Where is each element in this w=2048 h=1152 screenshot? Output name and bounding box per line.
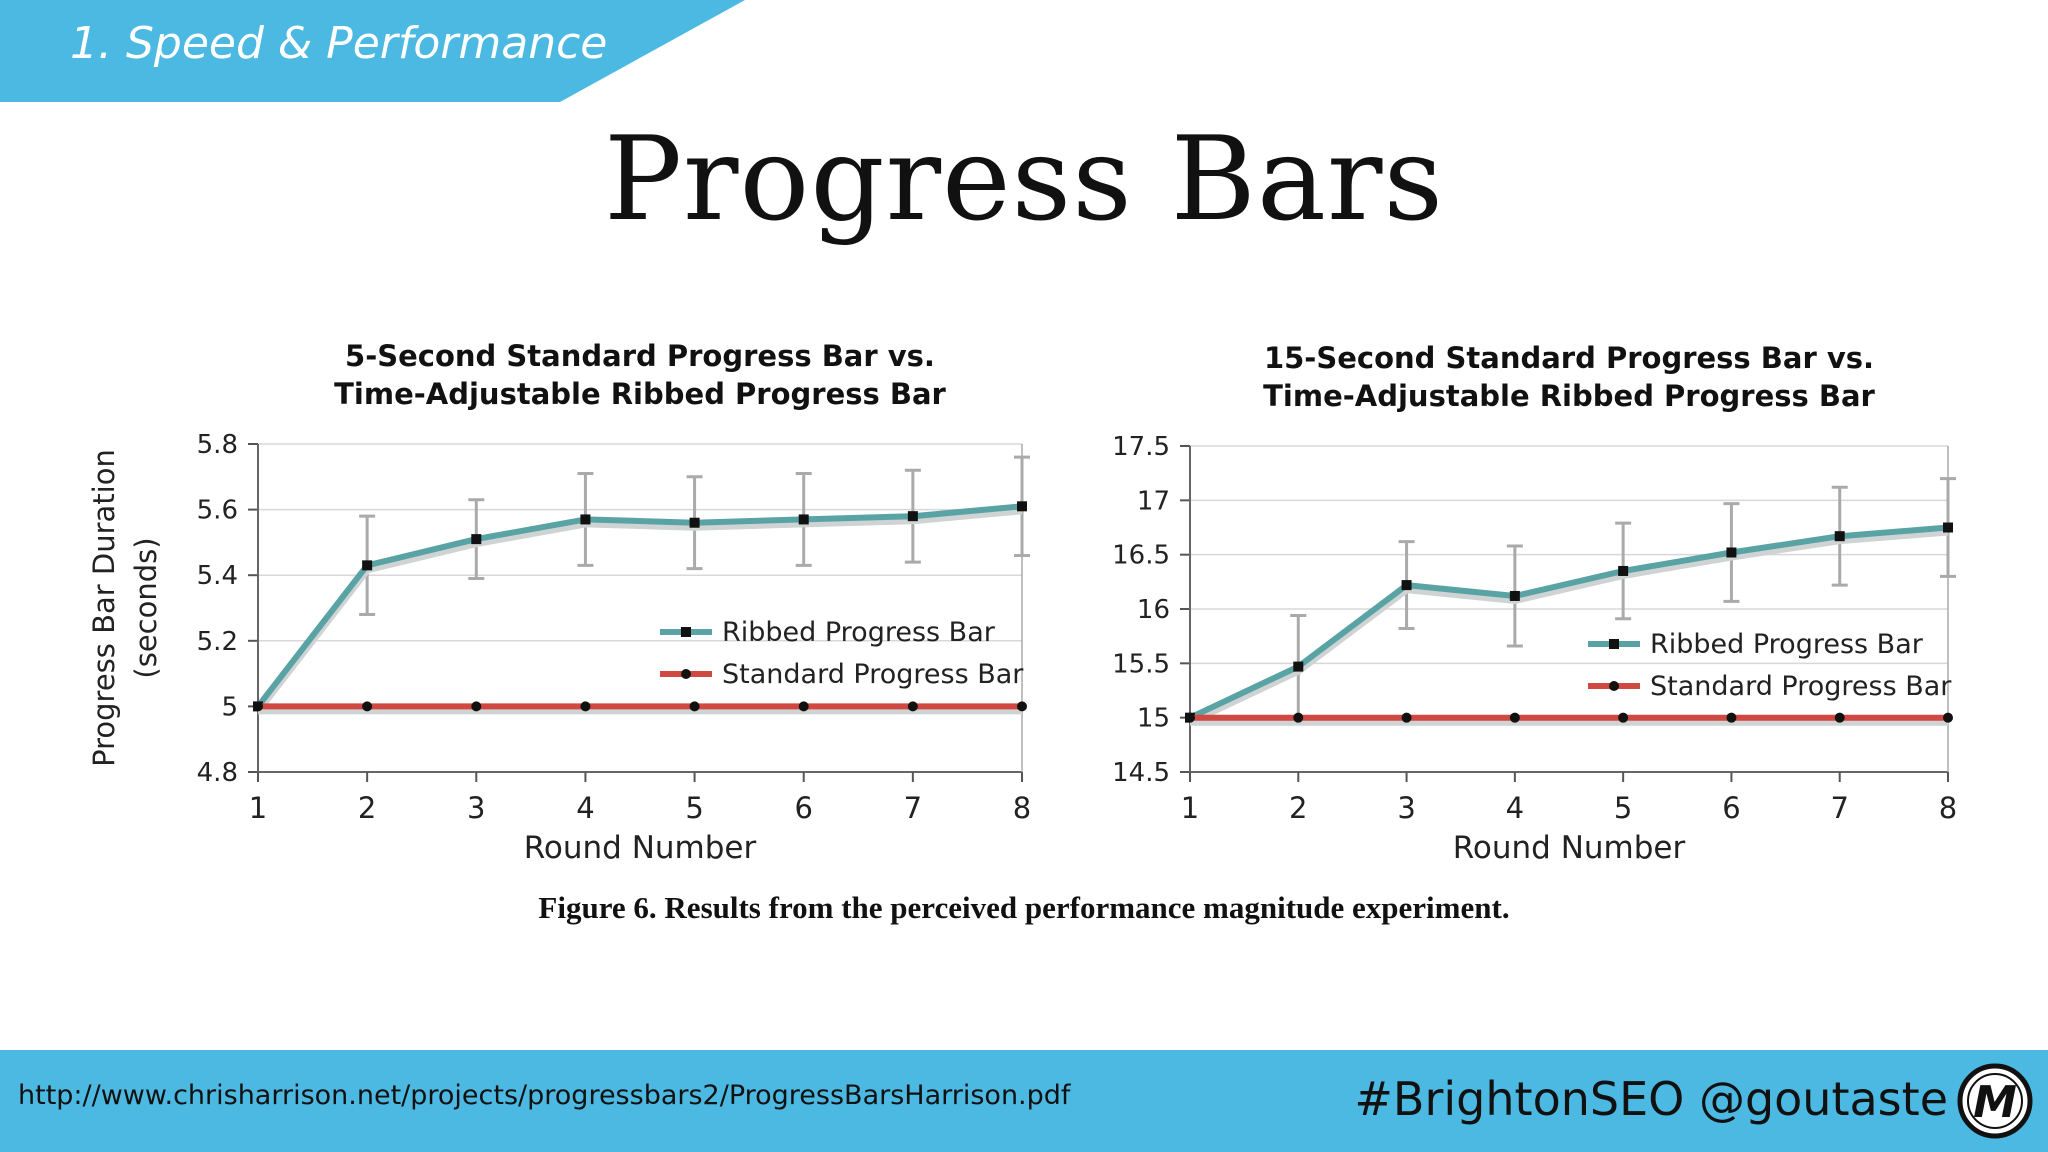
y-tick-label: 5.8 xyxy=(197,430,238,460)
source-link[interactable]: http://www.chrisharrison.net/projects/pr… xyxy=(18,1080,1071,1111)
y-tick-label: 16 xyxy=(1137,595,1170,625)
data-point xyxy=(1726,712,1737,723)
chart-subtitle: Time-Adjustable Ribbed Progress Bar xyxy=(334,377,946,411)
figure-caption: Figure 6. Results from the perceived per… xyxy=(538,890,1510,925)
y-tick-label: 16.5 xyxy=(1112,541,1170,571)
footer-hashtags: #BrightonSEO @goutaste xyxy=(1354,1072,1948,1126)
section-banner xyxy=(0,0,745,102)
data-point xyxy=(580,514,591,525)
y-tick-label: 5 xyxy=(221,692,238,722)
y-axis-label-units: (seconds) xyxy=(129,537,163,678)
x-tick-label: 3 xyxy=(467,791,485,825)
legend-marker xyxy=(681,627,691,637)
data-point xyxy=(1834,712,1845,723)
x-tick-label: 4 xyxy=(1506,791,1524,825)
chart-subtitle: Time-Adjustable Ribbed Progress Bar xyxy=(1263,379,1875,413)
x-axis-label: Round Number xyxy=(524,830,757,866)
data-point xyxy=(1509,590,1520,601)
x-tick-label: 7 xyxy=(1830,791,1848,825)
y-tick-label: 5.4 xyxy=(197,561,238,591)
data-point xyxy=(689,517,700,528)
x-tick-label: 8 xyxy=(1939,791,1957,825)
data-point xyxy=(1509,712,1520,723)
legend-label: Standard Progress Bar xyxy=(722,659,1024,690)
data-point xyxy=(1618,565,1629,576)
data-point xyxy=(362,560,373,571)
data-point xyxy=(907,511,918,522)
data-point xyxy=(580,701,591,712)
chart-area: 5-Second Standard Progress Bar vs. Time-A… xyxy=(87,339,1957,866)
x-axis-label: Round Number xyxy=(1453,830,1686,866)
data-point xyxy=(1017,501,1027,512)
x-tick-label: 7 xyxy=(904,791,922,825)
y-tick-label: 15.5 xyxy=(1112,649,1170,679)
series-line xyxy=(255,503,1023,709)
data-point xyxy=(1017,701,1027,712)
x-tick-label: 2 xyxy=(1289,791,1307,825)
x-tick-label: 2 xyxy=(358,791,376,825)
brand-logo-icon: M xyxy=(1957,1063,2033,1139)
data-point xyxy=(253,701,263,712)
data-point xyxy=(798,514,809,525)
brand-logo-letter: M xyxy=(1973,1077,2017,1128)
data-point xyxy=(1943,522,1953,533)
x-tick-label: 1 xyxy=(249,791,267,825)
data-point xyxy=(471,701,482,712)
y-tick-label: 4.8 xyxy=(197,758,238,788)
data-point xyxy=(689,701,700,712)
data-point xyxy=(362,701,373,712)
x-tick-label: 4 xyxy=(576,791,594,825)
legend-marker xyxy=(681,669,691,679)
data-point xyxy=(798,701,809,712)
y-tick-label: 14.5 xyxy=(1112,758,1170,788)
x-tick-label: 1 xyxy=(1181,791,1199,825)
y-tick-label: 5.6 xyxy=(197,496,238,526)
x-tick-label: 8 xyxy=(1013,791,1031,825)
data-point xyxy=(1185,712,1195,723)
data-point xyxy=(1726,547,1737,558)
x-tick-label: 6 xyxy=(1722,791,1740,825)
legend-marker xyxy=(1609,681,1619,691)
y-tick-label: 15 xyxy=(1137,704,1170,734)
series-line-shadow xyxy=(254,506,1023,713)
x-tick-label: 3 xyxy=(1397,791,1415,825)
data-point xyxy=(1293,661,1304,672)
data-point xyxy=(1293,712,1304,723)
slide-title: Progress Bars xyxy=(603,112,1444,247)
footer-bar: http://www.chrisharrison.net/projects/pr… xyxy=(0,1050,2048,1152)
series-line-shadow xyxy=(1188,527,1949,726)
chart-title: 15-Second Standard Progress Bar vs. xyxy=(1264,341,1874,375)
data-point xyxy=(1401,580,1412,591)
data-point xyxy=(1943,712,1953,723)
x-tick-label: 5 xyxy=(685,791,703,825)
data-point xyxy=(1834,531,1845,542)
x-tick-label: 6 xyxy=(794,791,812,825)
data-point xyxy=(907,701,918,712)
legend-label: Ribbed Progress Bar xyxy=(722,617,996,648)
legend-marker xyxy=(1609,639,1619,649)
x-tick-label: 5 xyxy=(1614,791,1632,825)
y-tick-label: 5.2 xyxy=(197,627,238,657)
legend-label: Ribbed Progress Bar xyxy=(1650,629,1924,660)
data-point xyxy=(471,534,482,545)
series-line xyxy=(1188,524,1949,721)
data-point xyxy=(1401,712,1412,723)
y-axis-label: Progress Bar Duration xyxy=(87,449,121,767)
legend-label: Standard Progress Bar xyxy=(1650,671,1952,702)
section-label: 1. Speed & Performance xyxy=(70,18,608,69)
chart-title: 5-Second Standard Progress Bar vs. xyxy=(345,339,935,373)
data-point xyxy=(1618,712,1629,723)
y-tick-label: 17.5 xyxy=(1112,432,1170,462)
y-tick-label: 17 xyxy=(1137,486,1170,516)
